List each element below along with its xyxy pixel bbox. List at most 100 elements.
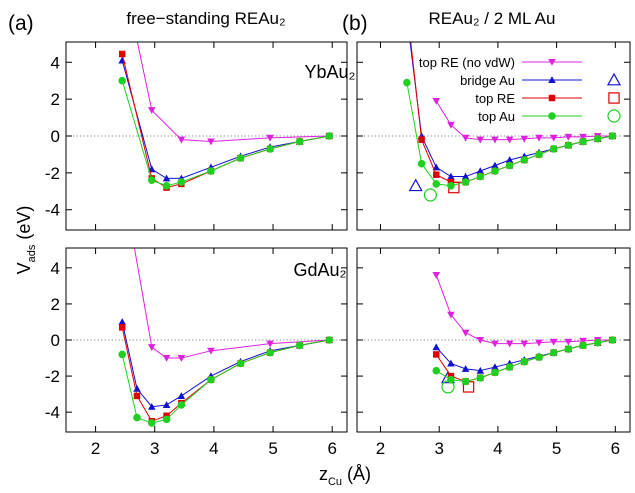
marker [118, 76, 126, 85]
marker [236, 359, 245, 368]
marker [505, 156, 514, 164]
marker [491, 167, 499, 175]
marker [535, 134, 543, 142]
marker [207, 138, 215, 146]
x-tick-label: 3 [434, 439, 443, 458]
x-tick-label: 6 [327, 439, 336, 458]
marker [549, 348, 558, 357]
marker [593, 134, 602, 143]
marker [295, 341, 304, 350]
marker [177, 392, 186, 399]
marker [520, 135, 529, 143]
marker [432, 180, 441, 188]
marker [535, 150, 543, 159]
y-tick-label: 0 [51, 331, 60, 350]
panel-label: (a) [8, 12, 34, 35]
y-label-rest: (eV) [14, 206, 34, 245]
series-line [435, 274, 613, 345]
marker [447, 181, 455, 190]
marker [118, 175, 126, 182]
marker [505, 136, 514, 144]
marker [162, 415, 171, 424]
marker [491, 340, 499, 348]
plot-area [403, 42, 617, 202]
marker [476, 336, 485, 344]
marker [432, 163, 441, 171]
marker [579, 337, 587, 345]
marker [491, 161, 499, 169]
x-tick-label: 4 [493, 439, 502, 458]
marker [593, 338, 602, 347]
marker [447, 172, 455, 180]
series-line [121, 321, 330, 408]
marker [266, 134, 274, 142]
marker [403, 78, 411, 87]
panel-label: (b) [342, 12, 368, 35]
marker [325, 336, 334, 344]
marker [147, 419, 156, 427]
marker [162, 181, 171, 190]
marker [564, 338, 573, 346]
marker [461, 377, 470, 386]
marker [133, 384, 141, 392]
plot-frame [65, 41, 348, 231]
y-tick-label: 2 [51, 295, 60, 314]
y-tick-label: -2 [45, 367, 60, 386]
marker [147, 107, 156, 114]
marker [177, 354, 186, 362]
marker [207, 167, 215, 175]
marker [548, 58, 556, 66]
marker [461, 329, 470, 337]
legend-label: top Au [478, 109, 515, 124]
marker [476, 374, 485, 382]
marker [535, 339, 543, 347]
marker [476, 167, 485, 175]
plot-frame [356, 247, 631, 433]
x-tick-label: 5 [268, 439, 277, 458]
marker [520, 357, 529, 366]
series-line [136, 42, 330, 143]
marker [423, 188, 437, 202]
marker [418, 136, 425, 143]
marker [147, 402, 156, 410]
marker [162, 354, 171, 362]
marker [432, 272, 441, 279]
marker [491, 136, 499, 144]
series-line [121, 53, 330, 189]
x-tick-label: 4 [209, 439, 218, 458]
marker [432, 97, 441, 105]
x-axis-label: zCu (Å) [319, 464, 371, 488]
series-line [121, 60, 330, 179]
marker [505, 340, 514, 348]
marker [133, 392, 141, 400]
marker [491, 368, 499, 377]
marker [133, 413, 141, 422]
marker [266, 340, 274, 348]
y-tick-label: 4 [51, 259, 60, 278]
legend-label: top RE (no vdW) [419, 55, 515, 70]
marker [408, 178, 423, 192]
marker [461, 178, 470, 186]
marker [608, 132, 617, 140]
y-tick-label: -4 [45, 403, 60, 422]
marker [579, 341, 587, 350]
marker [491, 363, 499, 371]
y-tick-label: -4 [45, 201, 60, 220]
marker [118, 50, 126, 58]
marker [207, 347, 215, 355]
marker [608, 336, 617, 344]
x-tick-label: 2 [91, 439, 100, 458]
marker [549, 134, 558, 142]
marker [579, 133, 587, 141]
marker [606, 72, 622, 86]
marker [505, 363, 514, 371]
marker [433, 351, 440, 358]
marker [476, 366, 485, 374]
plot-frame [65, 247, 348, 433]
y-tick-label: -2 [45, 164, 60, 183]
marker [147, 176, 156, 185]
series-line [435, 100, 613, 141]
marker [564, 345, 573, 353]
marker [177, 136, 186, 144]
